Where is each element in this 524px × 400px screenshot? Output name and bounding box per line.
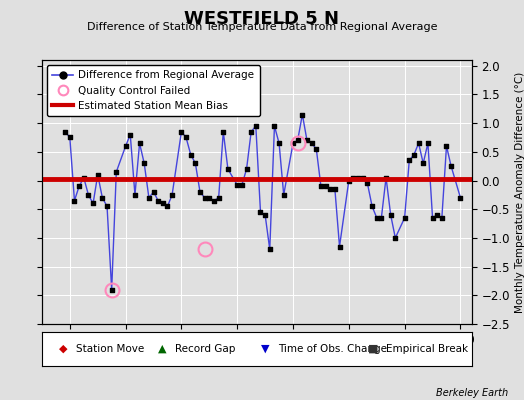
Point xyxy=(84,192,93,198)
Point xyxy=(122,143,130,149)
Text: Difference of Station Temperature Data from Regional Average: Difference of Station Temperature Data f… xyxy=(87,22,437,32)
Point xyxy=(447,163,455,169)
Point xyxy=(289,140,297,146)
Point xyxy=(368,203,376,210)
Point xyxy=(266,246,274,252)
Point xyxy=(205,194,213,201)
Point xyxy=(382,174,390,181)
Point xyxy=(316,183,325,190)
Text: ◆: ◆ xyxy=(59,344,68,354)
Point xyxy=(126,132,135,138)
Point xyxy=(442,143,451,149)
Text: ■: ■ xyxy=(368,344,379,354)
Point xyxy=(103,203,111,210)
Point xyxy=(159,200,167,207)
Point xyxy=(456,194,465,201)
Point xyxy=(261,212,269,218)
Text: Berkeley Earth: Berkeley Earth xyxy=(436,388,508,398)
Point xyxy=(80,174,88,181)
Point xyxy=(93,172,102,178)
Text: Station Move: Station Move xyxy=(77,344,145,354)
Point xyxy=(135,140,144,146)
Point xyxy=(331,186,339,192)
Point xyxy=(163,203,172,210)
Point xyxy=(149,189,158,195)
Point xyxy=(224,166,232,172)
Point xyxy=(321,183,330,190)
Point xyxy=(252,123,260,129)
Point xyxy=(312,146,321,152)
Point xyxy=(177,128,185,135)
Point xyxy=(238,182,246,188)
Point xyxy=(303,137,311,144)
Point xyxy=(98,194,106,201)
Point xyxy=(424,140,432,146)
Point xyxy=(358,174,367,181)
Point xyxy=(373,215,381,221)
Point xyxy=(191,160,200,166)
Point xyxy=(428,215,436,221)
Text: Time of Obs. Change: Time of Obs. Change xyxy=(278,344,387,354)
Point xyxy=(275,140,283,146)
Point xyxy=(131,192,139,198)
Point xyxy=(350,174,358,181)
Point xyxy=(233,182,242,188)
Point xyxy=(243,166,251,172)
Text: Empirical Break: Empirical Break xyxy=(386,344,468,354)
Point xyxy=(112,169,121,175)
Text: ▲: ▲ xyxy=(158,344,167,354)
Point xyxy=(75,183,83,190)
Point xyxy=(145,194,153,201)
Point xyxy=(66,134,74,141)
Point xyxy=(61,128,69,135)
Point xyxy=(247,128,255,135)
Point xyxy=(89,200,97,207)
Point xyxy=(293,137,302,144)
Point xyxy=(419,160,428,166)
Point xyxy=(363,180,372,186)
Point xyxy=(433,212,441,218)
Point xyxy=(154,198,162,204)
Point xyxy=(201,194,209,201)
Point xyxy=(405,157,413,164)
Point xyxy=(345,177,353,184)
Point xyxy=(196,189,204,195)
Text: ▼: ▼ xyxy=(261,344,269,354)
Point xyxy=(326,186,334,192)
Point xyxy=(219,128,227,135)
Point xyxy=(414,140,423,146)
Point xyxy=(387,212,395,218)
Point xyxy=(308,140,316,146)
Point xyxy=(410,152,418,158)
Point xyxy=(438,215,446,221)
Point xyxy=(354,174,362,181)
Legend: Difference from Regional Average, Quality Control Failed, Estimated Station Mean: Difference from Regional Average, Qualit… xyxy=(47,65,259,116)
Point xyxy=(377,215,386,221)
Point xyxy=(270,123,279,129)
Point xyxy=(70,198,79,204)
Point xyxy=(210,198,218,204)
Point xyxy=(335,243,344,250)
Point xyxy=(107,286,116,293)
Point xyxy=(168,192,176,198)
Text: WESTFIELD 5 N: WESTFIELD 5 N xyxy=(184,10,340,28)
Point xyxy=(279,192,288,198)
Y-axis label: Monthly Temperature Anomaly Difference (°C): Monthly Temperature Anomaly Difference (… xyxy=(516,71,524,313)
Point xyxy=(182,134,190,141)
Point xyxy=(256,209,265,215)
Point xyxy=(400,215,409,221)
Point xyxy=(298,111,307,118)
Point xyxy=(214,194,223,201)
Point xyxy=(187,152,195,158)
Text: Record Gap: Record Gap xyxy=(175,344,235,354)
Point xyxy=(391,235,399,241)
Point xyxy=(140,160,148,166)
